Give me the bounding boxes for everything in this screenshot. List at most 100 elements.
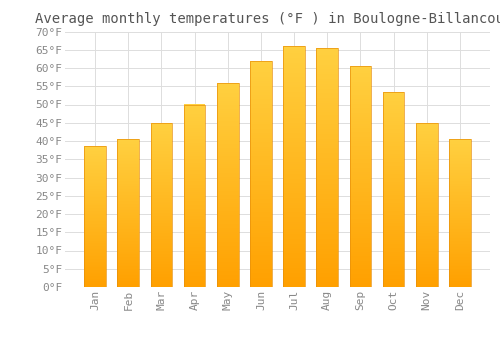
Bar (84, 158, 106, 159)
Bar (84, 196, 106, 197)
Bar (184, 236, 206, 238)
Bar (284, 181, 305, 183)
Bar (84, 194, 106, 196)
Bar (350, 254, 371, 256)
Bar (316, 175, 338, 177)
Bar (184, 219, 206, 221)
Bar (383, 283, 404, 285)
Bar (350, 183, 371, 186)
Bar (217, 246, 238, 248)
Bar (316, 55, 338, 57)
Bar (449, 228, 470, 229)
Bar (383, 141, 404, 142)
Bar (184, 285, 206, 287)
Bar (416, 218, 438, 220)
Bar (416, 190, 438, 192)
Bar (118, 284, 139, 286)
Bar (449, 173, 470, 175)
Bar (350, 212, 371, 214)
Bar (316, 223, 338, 225)
Bar (184, 252, 206, 254)
Bar (217, 224, 238, 226)
Bar (118, 259, 139, 260)
Bar (416, 144, 438, 146)
Bar (284, 217, 305, 219)
Bar (416, 241, 438, 243)
Bar (118, 229, 139, 231)
Bar (184, 141, 206, 143)
Bar (416, 239, 438, 241)
Bar (84, 148, 106, 149)
Bar (383, 105, 404, 107)
Bar (316, 285, 338, 287)
Bar (350, 181, 371, 183)
Bar (150, 188, 172, 190)
Bar (316, 115, 338, 117)
Bar (316, 268, 338, 270)
Bar (217, 281, 238, 283)
Bar (184, 284, 206, 285)
Bar (449, 188, 470, 189)
Bar (217, 85, 238, 87)
Bar (416, 266, 438, 267)
Bar (316, 170, 338, 172)
Bar (284, 154, 305, 157)
Bar (316, 230, 338, 232)
Bar (350, 201, 371, 203)
Bar (350, 276, 371, 278)
Bar (383, 166, 404, 168)
Bar (350, 108, 371, 110)
Bar (84, 190, 106, 191)
Bar (416, 269, 438, 271)
Bar (316, 244, 338, 246)
Bar (150, 279, 172, 280)
Bar (150, 271, 172, 272)
Bar (184, 170, 206, 172)
Bar (316, 93, 338, 96)
Bar (184, 201, 206, 203)
Bar (449, 286, 470, 287)
Bar (416, 206, 438, 208)
Bar (350, 218, 371, 221)
Bar (150, 230, 172, 231)
Bar (84, 222, 106, 224)
Bar (383, 277, 404, 279)
Bar (284, 150, 305, 152)
Bar (449, 271, 470, 272)
Bar (449, 177, 470, 179)
Bar (118, 149, 139, 151)
Bar (250, 81, 272, 83)
Bar (449, 284, 470, 286)
Bar (250, 280, 272, 282)
Bar (316, 218, 338, 220)
Bar (284, 87, 305, 90)
Bar (250, 108, 272, 111)
Bar (449, 203, 470, 204)
Bar (383, 142, 404, 145)
Bar (316, 48, 338, 287)
Bar (84, 191, 106, 193)
Bar (284, 285, 305, 287)
Bar (383, 266, 404, 267)
Bar (250, 70, 272, 72)
Bar (383, 205, 404, 207)
Bar (84, 146, 106, 148)
Bar (250, 282, 272, 285)
Bar (416, 221, 438, 223)
Bar (250, 228, 272, 230)
Bar (184, 134, 206, 135)
Bar (217, 144, 238, 146)
Bar (84, 238, 106, 239)
Bar (84, 252, 106, 253)
Bar (449, 229, 470, 231)
Bar (316, 208, 338, 210)
Bar (118, 169, 139, 170)
Bar (416, 272, 438, 274)
Bar (350, 196, 371, 199)
Bar (217, 83, 238, 85)
Bar (84, 272, 106, 273)
Bar (250, 104, 272, 106)
Bar (217, 150, 238, 152)
Bar (316, 89, 338, 91)
Bar (150, 157, 172, 159)
